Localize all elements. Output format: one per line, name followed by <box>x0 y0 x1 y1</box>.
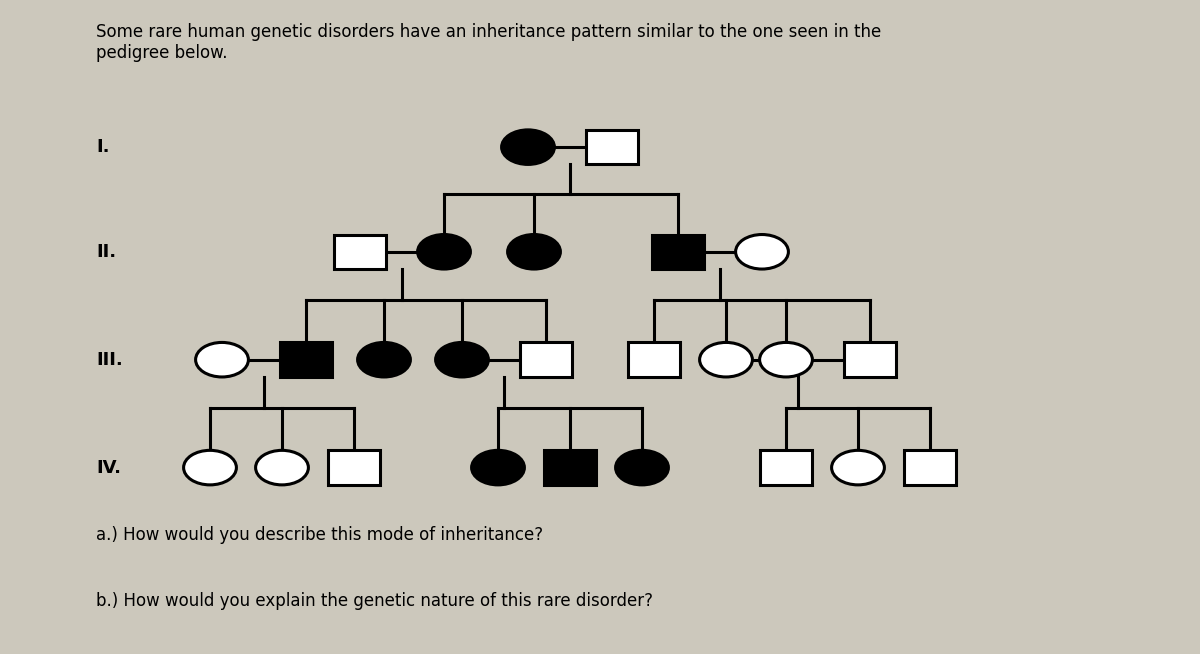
Ellipse shape <box>700 343 752 377</box>
Bar <box>280 343 332 377</box>
Bar <box>904 451 956 485</box>
Text: I.: I. <box>96 138 109 156</box>
Text: II.: II. <box>96 243 116 261</box>
Bar <box>328 451 380 485</box>
Ellipse shape <box>358 343 410 377</box>
Ellipse shape <box>616 451 668 485</box>
Text: Some rare human genetic disorders have an inheritance pattern similar to the one: Some rare human genetic disorders have a… <box>96 23 881 61</box>
Bar <box>334 235 386 269</box>
Bar <box>628 343 680 377</box>
Ellipse shape <box>736 235 788 269</box>
Text: a.) How would you describe this mode of inheritance?: a.) How would you describe this mode of … <box>96 526 544 545</box>
Ellipse shape <box>760 343 812 377</box>
Bar <box>520 343 572 377</box>
Bar <box>760 451 812 485</box>
Ellipse shape <box>418 235 470 269</box>
Bar <box>652 235 704 269</box>
Bar <box>844 343 896 377</box>
Ellipse shape <box>832 451 884 485</box>
Bar <box>544 451 596 485</box>
Ellipse shape <box>436 343 488 377</box>
Ellipse shape <box>196 343 248 377</box>
Text: IV.: IV. <box>96 458 121 477</box>
Ellipse shape <box>472 451 524 485</box>
Ellipse shape <box>184 451 236 485</box>
Ellipse shape <box>256 451 308 485</box>
Ellipse shape <box>502 130 554 164</box>
Ellipse shape <box>508 235 560 269</box>
Bar <box>586 130 638 164</box>
Text: b.) How would you explain the genetic nature of this rare disorder?: b.) How would you explain the genetic na… <box>96 592 653 610</box>
Text: III.: III. <box>96 351 122 369</box>
